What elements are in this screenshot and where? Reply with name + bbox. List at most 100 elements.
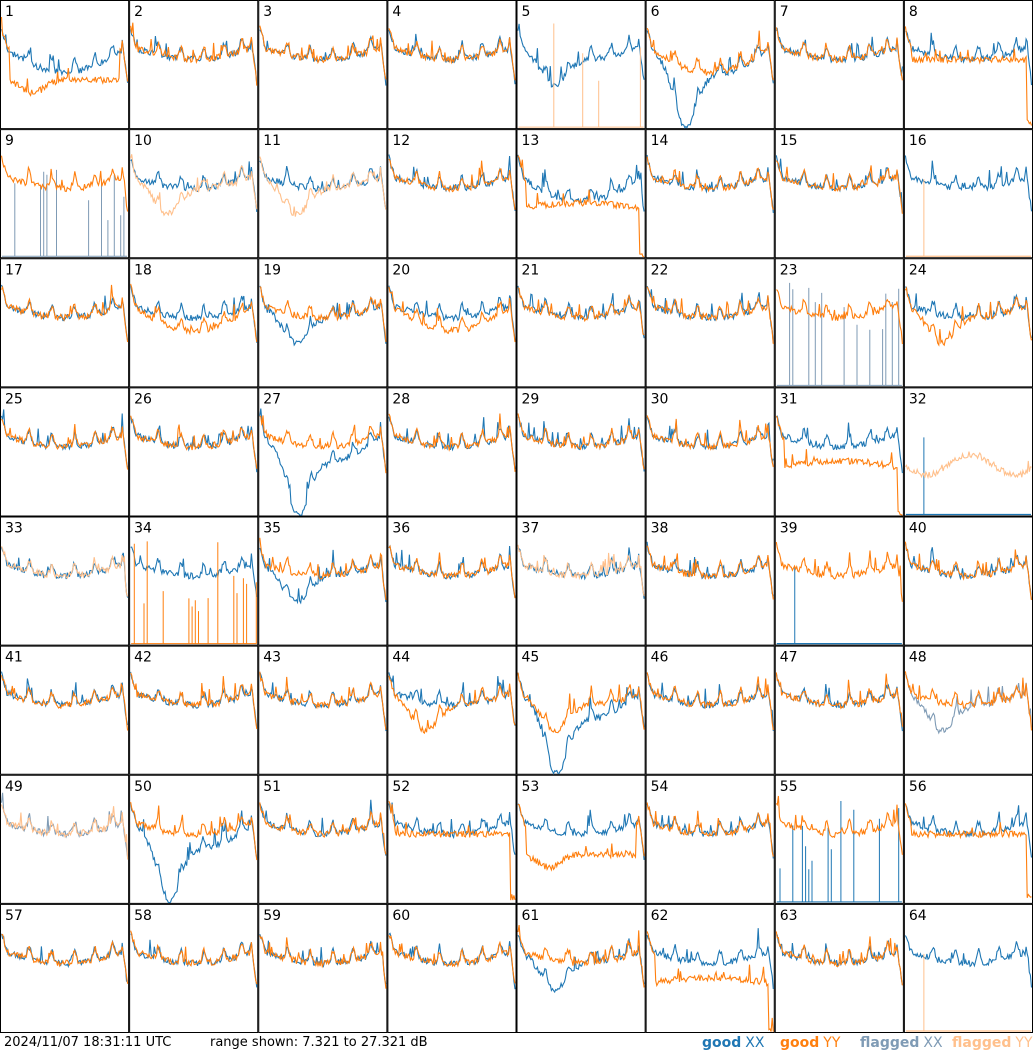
series-yy — [646, 931, 774, 1032]
panel-frame — [645, 387, 775, 517]
antenna-panel-13: 13 — [516, 129, 646, 259]
series-yy — [259, 935, 387, 989]
panel-frame — [645, 258, 775, 388]
antenna-label: 32 — [909, 391, 927, 407]
series-yy — [1, 418, 129, 470]
legend-flagged-yy: flagged YY — [952, 1035, 1033, 1051]
panel-frame — [387, 903, 517, 1033]
antenna-label: 47 — [780, 650, 798, 666]
antenna-panel-58: 58 — [129, 903, 259, 1033]
antenna-label: 63 — [780, 908, 798, 924]
series-yy — [388, 28, 516, 81]
antenna-label: 28 — [392, 391, 410, 407]
series-yy — [904, 451, 1032, 480]
panel-frame — [903, 516, 1033, 646]
antenna-label: 61 — [522, 908, 540, 924]
series-yy — [646, 672, 774, 731]
series-xx — [646, 30, 774, 129]
panel-frame — [774, 0, 904, 130]
antenna-panel-60: 60 — [387, 903, 517, 1033]
antenna-label: 62 — [651, 908, 669, 924]
panel-frame — [387, 774, 517, 904]
panel-frame — [129, 516, 259, 646]
antenna-label: 20 — [392, 262, 410, 278]
panel-frame — [774, 129, 904, 259]
legend-good-yy-word: good — [780, 1035, 820, 1051]
antenna-panel-1: 1 — [0, 0, 130, 130]
antenna-panel-33: 33 — [0, 516, 130, 646]
panel-frame — [258, 387, 388, 517]
antenna-panel-51: 51 — [258, 774, 388, 904]
panel-frame — [903, 129, 1033, 259]
antenna-panel-52: 52 — [387, 774, 517, 904]
antenna-label: 52 — [392, 779, 410, 795]
antenna-label: 57 — [5, 908, 23, 924]
antenna-panel-46: 46 — [645, 645, 775, 775]
antenna-panel-25: 25 — [0, 387, 130, 517]
antenna-panel-47: 47 — [774, 645, 904, 775]
panel-frame — [0, 0, 130, 130]
antenna-panel-20: 20 — [387, 258, 517, 388]
panel-frame — [516, 774, 646, 904]
antenna-label: 36 — [392, 521, 410, 537]
legend-good-yy: good YY — [780, 1035, 840, 1051]
panel-frame — [645, 516, 775, 646]
antenna-label: 3 — [263, 4, 272, 20]
panel-frame — [645, 645, 775, 775]
series-yy — [775, 541, 903, 602]
series-xx — [775, 415, 903, 474]
panel-frame — [903, 903, 1033, 1033]
antenna-panel-26: 26 — [129, 387, 259, 517]
series-yy — [517, 287, 645, 336]
series-yy — [646, 27, 774, 81]
panel-frame — [129, 645, 259, 775]
antenna-panel-54: 54 — [645, 774, 775, 904]
series-yy — [1, 284, 129, 343]
panel-frame — [645, 903, 775, 1033]
series-xx — [904, 935, 1033, 988]
series-xx — [130, 802, 258, 904]
antenna-panel-18: 18 — [129, 258, 259, 388]
panel-frame — [129, 903, 259, 1033]
legend-flagged-xx-pol: XX — [923, 1035, 943, 1051]
series-yy — [388, 800, 516, 901]
antenna-panel-4: 4 — [387, 0, 517, 130]
antenna-panel-27: 27 — [258, 387, 388, 517]
series-xx — [259, 160, 387, 210]
series-yy — [259, 537, 387, 600]
antenna-panel-23: 23 — [774, 258, 904, 388]
antenna-panel-2: 2 — [129, 0, 259, 130]
panel-frame — [0, 645, 130, 775]
series-yy — [388, 544, 516, 599]
antenna-label: 26 — [134, 391, 152, 407]
antenna-label: 7 — [780, 4, 789, 20]
panel-frame — [774, 645, 904, 775]
antenna-label: 12 — [392, 133, 410, 149]
antenna-label: 6 — [651, 4, 660, 20]
footer-bar: 2024/11/07 18:31:11 UTC range shown: 7.3… — [0, 1033, 1033, 1053]
antenna-label: 27 — [263, 391, 281, 407]
panel-frame — [387, 0, 517, 130]
antenna-label: 53 — [522, 779, 540, 795]
panel-frame — [258, 0, 388, 130]
antenna-label: 42 — [134, 650, 152, 666]
antenna-label: 43 — [263, 650, 281, 666]
series-yy — [259, 802, 387, 855]
antenna-panel-7: 7 — [774, 0, 904, 130]
antenna-label: 14 — [651, 133, 669, 149]
series-yy — [259, 286, 387, 342]
panel-frame — [129, 387, 259, 517]
legend-good-yy-pol: YY — [823, 1035, 841, 1051]
antenna-panel-57: 57 — [0, 903, 130, 1033]
range-readout: range shown: 7.321 to 27.321 dB — [210, 1035, 428, 1050]
antenna-panel-28: 28 — [387, 387, 517, 517]
series-yy — [775, 160, 903, 214]
series-yy — [646, 545, 774, 600]
antenna-label: 34 — [134, 521, 152, 537]
antenna-label: 59 — [263, 908, 281, 924]
series-yy — [517, 803, 645, 872]
antenna-label: 16 — [909, 133, 927, 149]
series-xx — [776, 282, 902, 386]
series-xx — [904, 155, 1033, 212]
panel-frame — [774, 387, 904, 517]
